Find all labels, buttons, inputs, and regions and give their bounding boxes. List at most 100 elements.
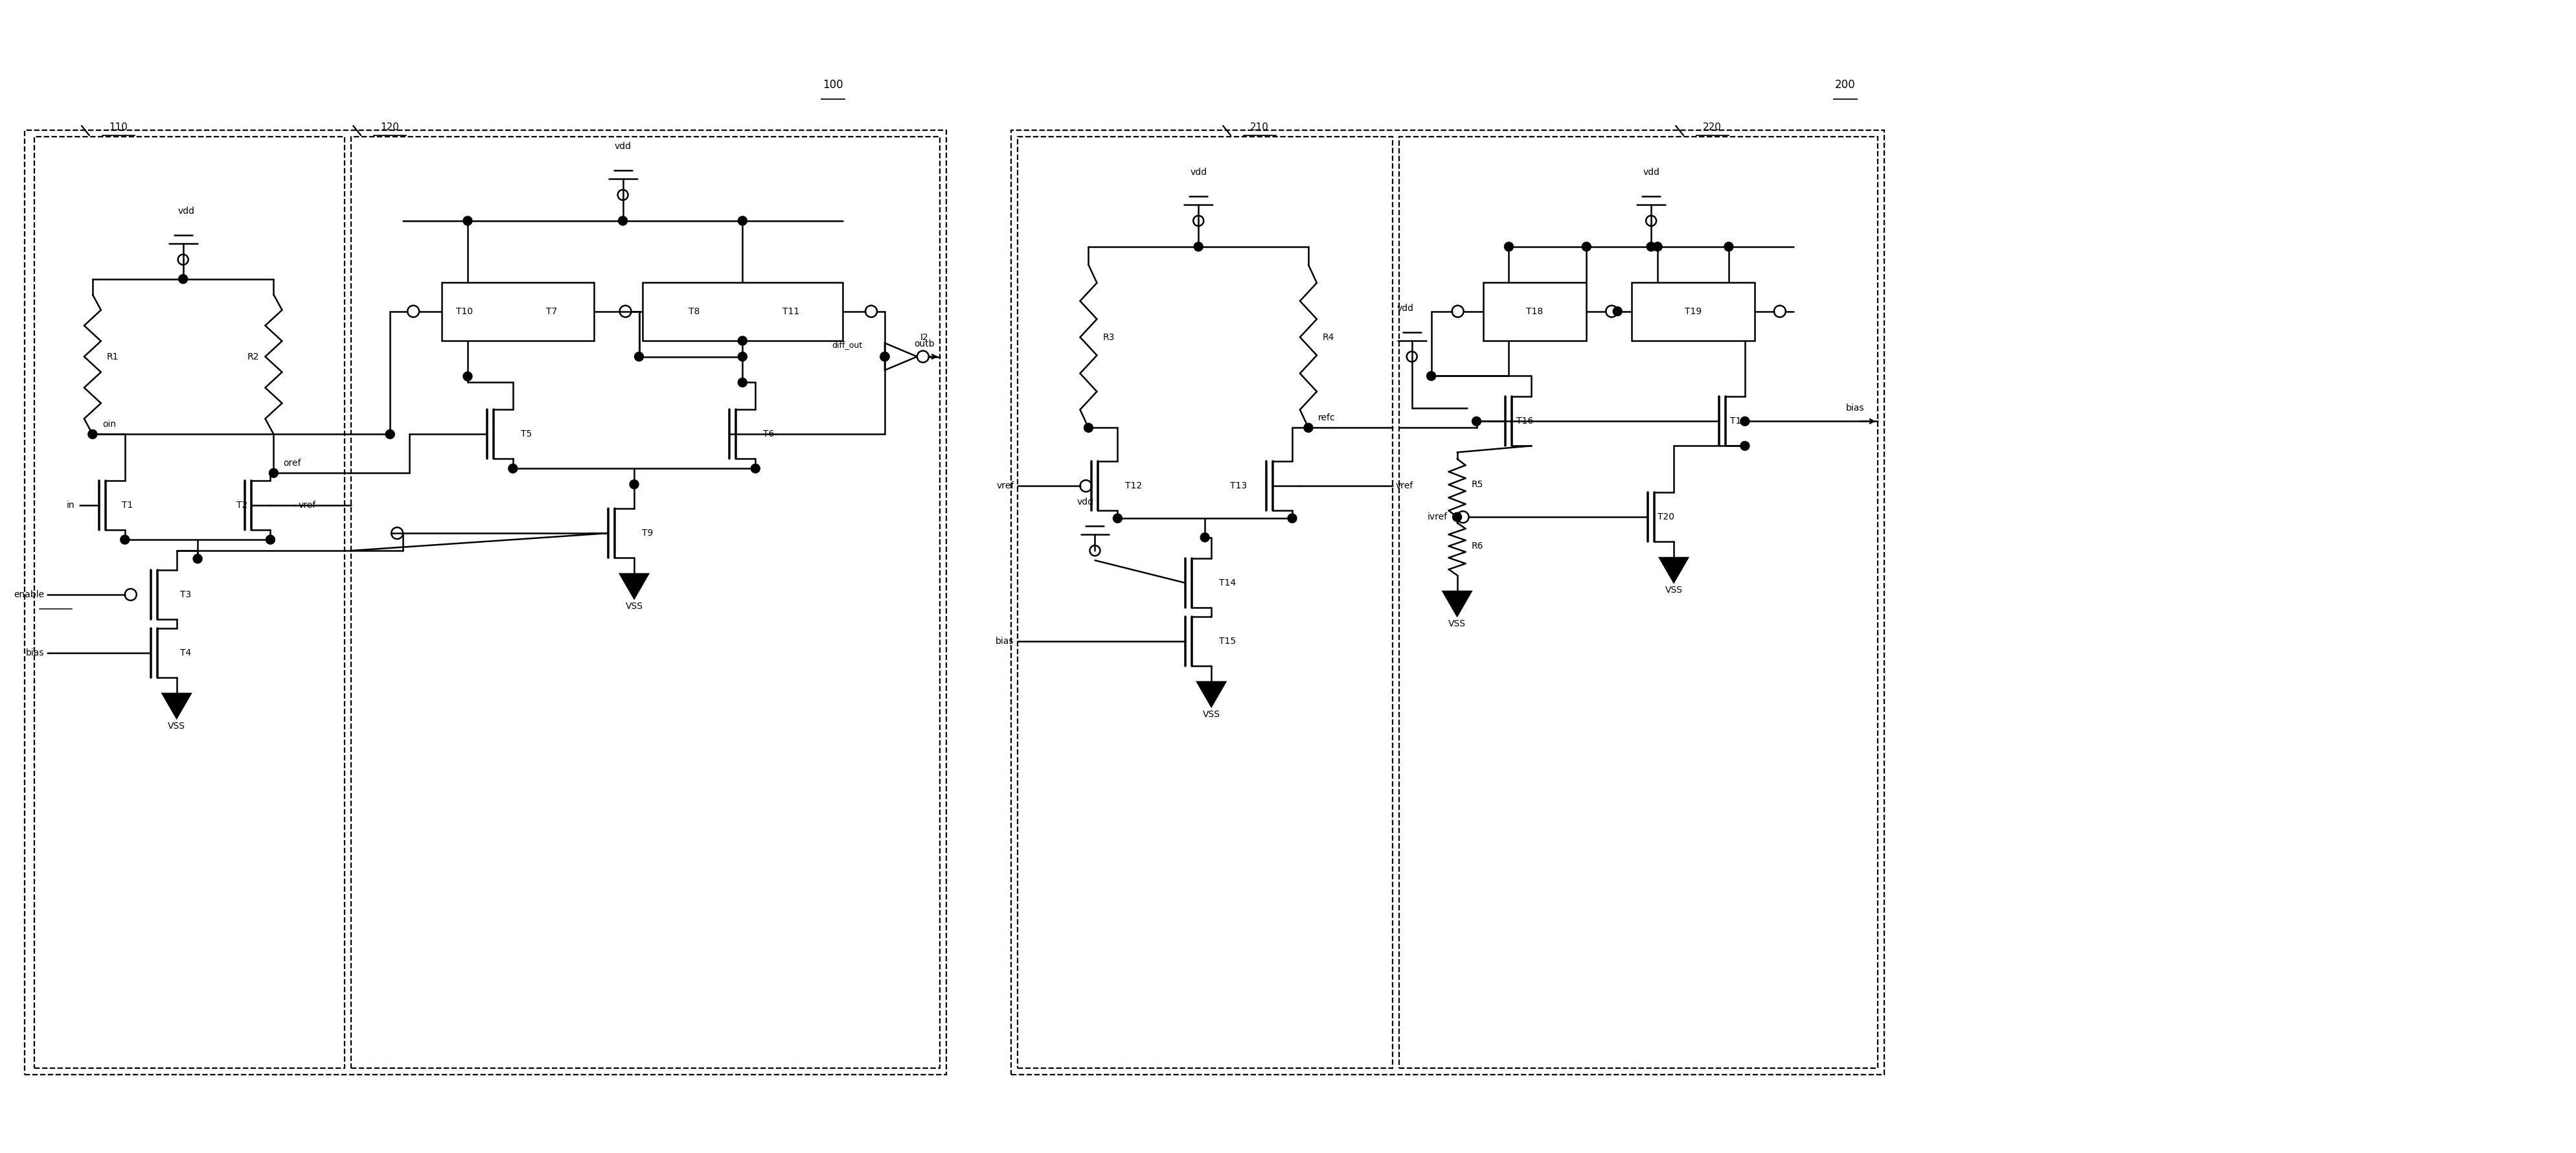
Circle shape [88,430,98,439]
Circle shape [881,352,889,361]
Text: vdd: vdd [1643,167,1659,176]
Circle shape [1741,442,1749,451]
Circle shape [193,555,201,564]
Text: diff_out: diff_out [832,341,863,349]
Text: T9: T9 [641,528,654,537]
Circle shape [1471,416,1481,425]
Circle shape [881,352,889,361]
Text: T1: T1 [121,500,134,510]
Bar [1018,137,1394,1068]
Text: outb: outb [914,339,935,348]
Circle shape [618,217,629,225]
Polygon shape [162,694,191,718]
Text: refc: refc [1319,414,1334,423]
Text: vref: vref [1396,482,1414,490]
Text: I2: I2 [920,333,927,341]
Bar [1399,137,1878,1068]
Text: 110: 110 [108,122,126,131]
Circle shape [1288,514,1296,522]
Text: vref: vref [299,500,317,510]
Circle shape [464,217,471,225]
Text: 220: 220 [1703,122,1721,131]
Circle shape [178,274,188,284]
Polygon shape [621,574,649,598]
Bar [1010,130,1883,1075]
Text: 100: 100 [822,80,842,91]
Circle shape [1582,242,1592,251]
Circle shape [1646,242,1656,251]
Text: vref: vref [997,482,1015,490]
Circle shape [1084,423,1092,432]
Bar [1631,282,1754,340]
Text: bias: bias [26,648,44,657]
Polygon shape [1198,681,1226,707]
Circle shape [1427,371,1435,380]
Circle shape [121,535,129,544]
Circle shape [386,430,394,439]
Text: T19: T19 [1685,307,1703,316]
Text: T20: T20 [1656,512,1674,521]
Text: 200: 200 [1834,80,1855,91]
Text: T10: T10 [456,307,474,316]
Circle shape [737,337,747,345]
Bar [440,282,592,340]
Polygon shape [1659,558,1687,582]
Text: oref: oref [283,459,301,468]
Circle shape [1200,533,1208,542]
Circle shape [1193,242,1203,251]
Circle shape [737,378,747,387]
Text: T3: T3 [180,590,191,600]
Text: T2: T2 [237,500,247,510]
Text: T5: T5 [520,430,531,439]
Text: T15: T15 [1218,636,1236,646]
Circle shape [464,371,471,380]
Text: R5: R5 [1471,480,1484,489]
Circle shape [1654,242,1662,251]
Bar [350,137,940,1068]
Text: T4: T4 [180,648,191,657]
Circle shape [737,217,747,225]
Text: R6: R6 [1471,542,1484,551]
Text: enable: enable [13,590,44,600]
Text: ivref: ivref [1427,512,1448,521]
Circle shape [737,352,747,361]
Text: bias: bias [1847,404,1865,413]
Bar [33,137,345,1068]
Bar [641,282,842,340]
Circle shape [752,464,760,473]
Circle shape [1453,512,1461,521]
Text: T6: T6 [762,430,775,439]
Circle shape [265,535,276,544]
Text: T8: T8 [688,307,701,316]
Bar [26,130,945,1075]
Circle shape [1303,423,1314,432]
Text: T12: T12 [1126,482,1141,490]
Circle shape [1504,242,1512,251]
Text: VSS: VSS [626,602,644,611]
Text: R4: R4 [1321,333,1334,341]
Circle shape [1741,416,1749,425]
Text: T11: T11 [783,307,799,316]
Text: vdd: vdd [1396,303,1414,312]
Text: vdd: vdd [1077,498,1095,506]
Text: T17: T17 [1731,416,1747,425]
Text: oin: oin [103,420,116,429]
Text: R2: R2 [247,352,260,361]
Text: R3: R3 [1103,333,1115,341]
Circle shape [1613,307,1623,316]
Text: T7: T7 [546,307,556,316]
Text: VSS: VSS [167,722,185,731]
Text: VSS: VSS [1203,710,1221,718]
Text: T18: T18 [1525,307,1543,316]
Circle shape [1723,242,1734,251]
Circle shape [268,468,278,477]
Text: bias: bias [997,636,1015,646]
Text: 120: 120 [381,122,399,131]
Text: T13: T13 [1229,482,1247,490]
Circle shape [634,352,644,361]
Text: R1: R1 [106,352,118,361]
Text: T14: T14 [1218,579,1236,588]
Text: vdd: vdd [616,142,631,151]
Text: in: in [67,500,75,510]
Circle shape [507,464,518,473]
